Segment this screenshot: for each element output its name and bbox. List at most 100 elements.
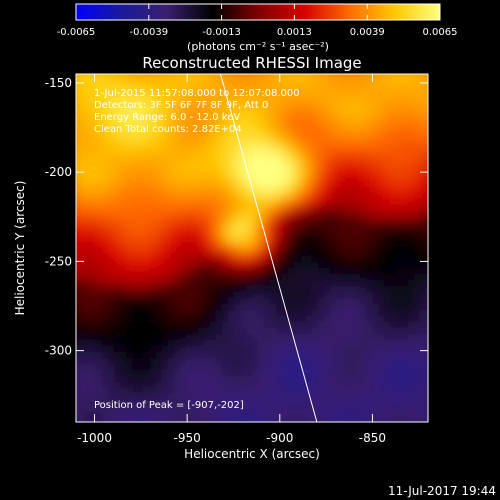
heatmap-cell	[90, 160, 97, 167]
heatmap-cell	[432, 316, 439, 323]
heatmap-cell	[168, 388, 175, 395]
heatmap-cell	[426, 262, 428, 269]
heatmap-cell	[270, 220, 277, 227]
heatmap-cell	[150, 358, 157, 365]
heatmap-cell	[234, 298, 241, 305]
heatmap-cell	[240, 280, 247, 287]
heatmap-cell	[342, 148, 349, 155]
heatmap-cell	[432, 244, 439, 251]
heatmap-cell	[312, 172, 319, 179]
heatmap-cell	[138, 148, 145, 155]
heatmap-cell	[354, 190, 361, 197]
heatmap-cell	[180, 124, 187, 131]
heatmap-cell	[174, 274, 181, 281]
heatmap-cell	[78, 256, 85, 263]
heatmap-cell	[204, 280, 211, 287]
heatmap-cell	[126, 316, 133, 323]
heatmap-cell	[240, 88, 247, 95]
heatmap-cell	[246, 328, 253, 335]
heatmap-cell	[120, 166, 127, 173]
heatmap-cell	[240, 184, 247, 191]
heatmap-cell	[150, 196, 157, 203]
heatmap-cell	[354, 178, 361, 185]
heatmap-cell	[210, 292, 217, 299]
heatmap-cell	[114, 418, 121, 422]
heatmap-cell	[222, 340, 229, 347]
heatmap-cell	[120, 64, 127, 71]
heatmap-cell	[276, 298, 283, 305]
heatmap-cell	[120, 286, 127, 293]
heatmap-cell	[210, 238, 217, 245]
heatmap-cell	[144, 292, 151, 299]
heatmap-cell	[282, 334, 289, 341]
heatmap-cell	[300, 382, 307, 389]
heatmap-cell	[168, 406, 175, 413]
heatmap-cell	[390, 370, 397, 377]
heatmap-cell	[66, 388, 73, 395]
heatmap-cell	[234, 148, 241, 155]
heatmap-cell	[318, 166, 325, 173]
heatmap-cell	[306, 74, 313, 77]
heatmap-cell	[76, 388, 79, 395]
heatmap-cell	[246, 250, 253, 257]
heatmap-cell	[216, 106, 223, 113]
heatmap-cell	[306, 394, 313, 401]
heatmap-cell	[288, 268, 295, 275]
heatmap-cell	[126, 196, 133, 203]
heatmap-cell	[342, 358, 349, 365]
heatmap-cell	[240, 286, 247, 293]
heatmap-cell	[144, 130, 151, 137]
heatmap-cell	[216, 334, 223, 341]
heatmap-cell	[102, 172, 109, 179]
heatmap-cell	[174, 328, 181, 335]
heatmap-cell	[378, 274, 385, 281]
heatmap-cell	[264, 316, 271, 323]
heatmap-cell	[174, 376, 181, 383]
heatmap-cell	[360, 262, 367, 269]
heatmap-cell	[270, 232, 277, 239]
heatmap-cell	[108, 232, 115, 239]
heatmap-cell	[222, 292, 229, 299]
heatmap-cell	[354, 286, 361, 293]
heatmap-cell	[150, 418, 157, 422]
heatmap-cell	[342, 274, 349, 281]
heatmap-cell	[210, 364, 217, 371]
heatmap-cell	[234, 76, 241, 83]
heatmap-cell	[306, 376, 313, 383]
heatmap-cell	[204, 250, 211, 257]
heatmap-cell	[102, 268, 109, 275]
heatmap-cell	[414, 328, 421, 335]
heatmap-cell	[264, 262, 271, 269]
heatmap-cell	[174, 142, 181, 149]
heatmap-cell	[420, 244, 427, 251]
heatmap-cell	[354, 382, 361, 389]
heatmap-cell	[330, 74, 337, 77]
heatmap-cell	[318, 382, 325, 389]
heatmap-cell	[228, 112, 235, 119]
heatmap-cell	[132, 136, 139, 143]
heatmap-cell	[264, 160, 271, 167]
heatmap-cell	[174, 250, 181, 257]
heatmap-cell	[120, 406, 127, 413]
heatmap-cell	[186, 160, 193, 167]
heatmap-cell	[162, 328, 169, 335]
heatmap-cell	[324, 322, 331, 329]
heatmap-cell	[132, 82, 139, 89]
heatmap-cell	[102, 316, 109, 323]
heatmap-cell	[114, 268, 121, 275]
heatmap-cell	[114, 286, 121, 293]
heatmap-cell	[246, 388, 253, 395]
heatmap-cell	[150, 340, 157, 347]
heatmap-cell	[288, 364, 295, 371]
heatmap-cell	[90, 124, 97, 131]
heatmap-cell	[366, 124, 373, 131]
heatmap-cell	[384, 400, 391, 407]
heatmap-cell	[216, 148, 223, 155]
heatmap-cell	[330, 208, 337, 215]
heatmap-cell	[96, 244, 103, 251]
heatmap-cell	[246, 100, 253, 107]
heatmap-cell	[246, 202, 253, 209]
heatmap-cell	[168, 154, 175, 161]
heatmap-cell	[414, 316, 421, 323]
heatmap-cell	[210, 76, 217, 83]
